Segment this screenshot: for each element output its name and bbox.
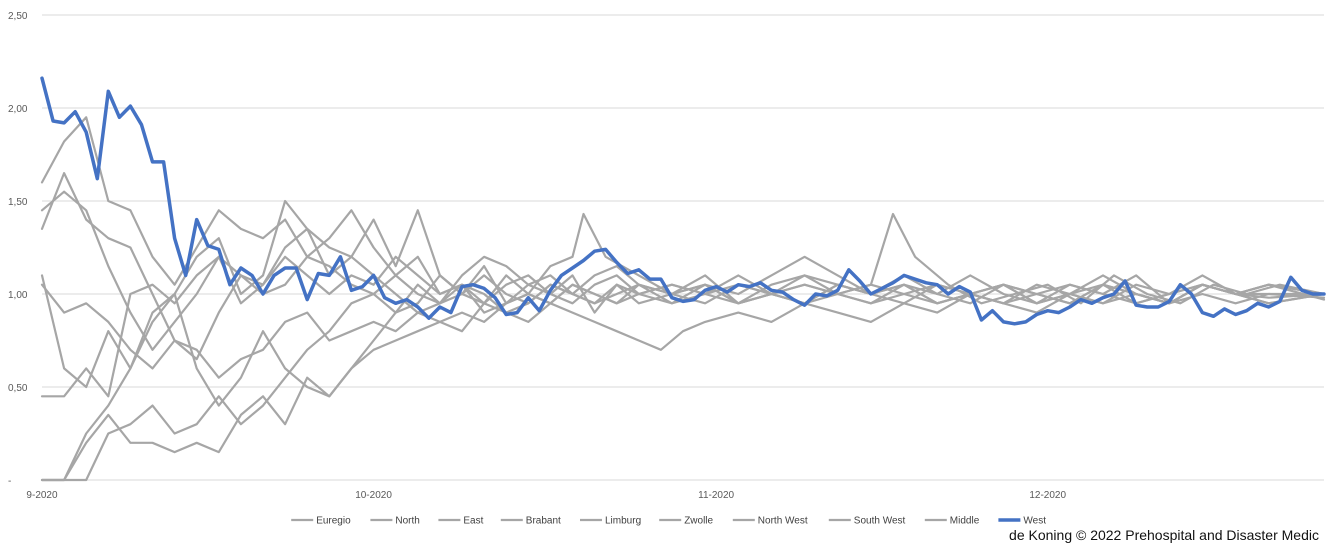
legend-label-south-west: South West xyxy=(854,516,906,527)
series-line-middle xyxy=(40,274,1326,482)
legend-label-euregio: Euregio xyxy=(316,516,351,527)
credit-text: de Koning © 2022 Prehospital and Disaste… xyxy=(1009,527,1319,543)
x-tick-label: 10-2020 xyxy=(355,490,392,501)
legend-label-limburg: Limburg xyxy=(605,516,641,527)
y-tick-label: 2,50 xyxy=(8,11,28,22)
series-line-limburg xyxy=(40,283,1326,379)
x-tick-label: 9-2020 xyxy=(26,490,58,501)
legend-label-middle: Middle xyxy=(950,516,980,527)
gridlines xyxy=(42,14,1324,481)
legend-label-east: East xyxy=(463,516,483,527)
legend-label-north-west: North West xyxy=(758,516,808,527)
series-line-euregio xyxy=(40,116,1326,305)
series-lines xyxy=(40,76,1326,482)
x-tick-label: 12-2020 xyxy=(1029,490,1066,501)
y-tick-label: 2,00 xyxy=(8,104,28,115)
legend-label-zwolle: Zwolle xyxy=(684,516,713,527)
y-tick-label: 1,00 xyxy=(8,290,28,301)
legend-label-west: West xyxy=(1023,516,1046,527)
y-tick-label: 1,50 xyxy=(8,197,28,208)
x-axis: 9-2020 10-2020 11-2020 12-2020 xyxy=(26,490,1066,501)
legend-label-brabant: Brabant xyxy=(526,516,561,527)
y-axis: - 0,50 1,00 1,50 2,00 2,50 xyxy=(8,11,28,487)
legend: Euregio North East Brabant Limburg Zwolle Nort… xyxy=(291,516,1046,527)
x-tick-label: 11-2020 xyxy=(698,490,734,501)
series-line-west xyxy=(40,76,1326,326)
series-line-south-west xyxy=(40,274,1326,482)
y-tick-label: - xyxy=(8,476,11,487)
legend-label-north: North xyxy=(395,516,419,527)
series-line-north xyxy=(40,190,1326,351)
series-line-north-west xyxy=(40,283,1326,482)
y-tick-label: 0,50 xyxy=(8,383,28,394)
